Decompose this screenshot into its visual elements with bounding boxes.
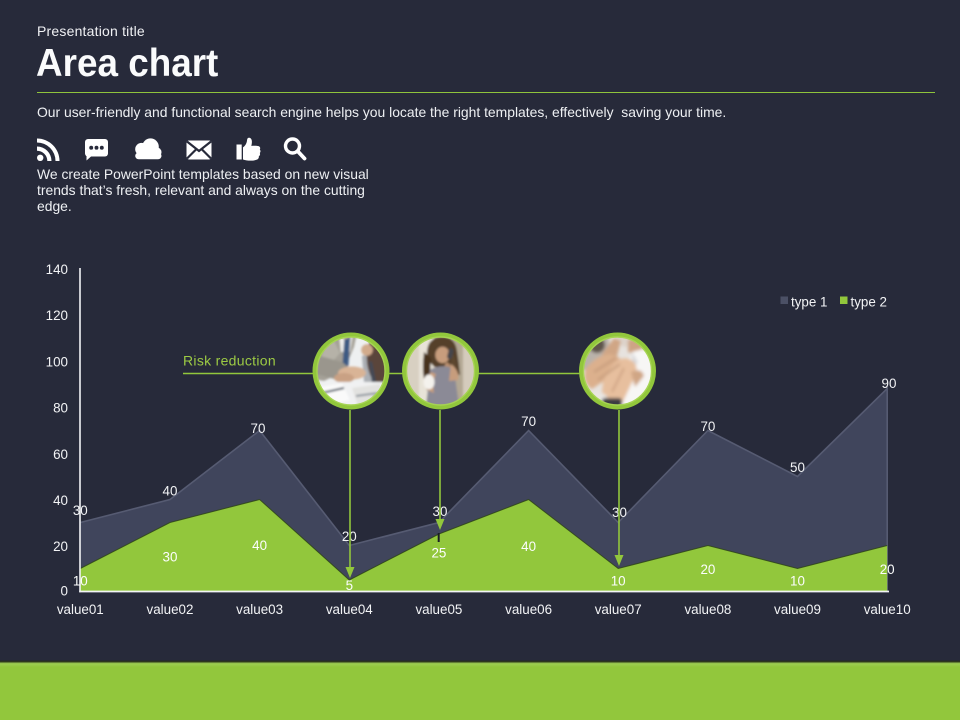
svg-text:value01: value01 [57,602,104,617]
svg-text:value05: value05 [415,602,462,617]
svg-text:90: 90 [882,376,897,391]
svg-text:10: 10 [73,574,88,589]
svg-text:40: 40 [521,539,536,554]
svg-text:60: 60 [53,447,68,462]
svg-text:30: 30 [73,503,88,518]
svg-text:value02: value02 [147,602,194,617]
svg-text:40: 40 [163,484,178,499]
svg-text:25: 25 [431,546,446,561]
svg-text:10: 10 [611,574,626,589]
svg-text:Risk reduction: Risk reduction [183,353,276,369]
svg-text:value06: value06 [505,602,552,617]
svg-text:80: 80 [53,401,68,416]
svg-text:value10: value10 [864,602,911,617]
svg-text:10: 10 [790,574,805,589]
svg-text:20: 20 [700,562,715,577]
svg-text:20: 20 [53,539,68,554]
svg-text:value08: value08 [684,602,731,617]
svg-text:value09: value09 [774,602,821,617]
svg-text:70: 70 [251,421,266,436]
svg-text:140: 140 [46,262,68,277]
svg-text:type 1: type 1 [791,295,827,310]
svg-text:20: 20 [880,562,895,577]
svg-text:0: 0 [61,584,68,599]
svg-text:40: 40 [53,493,68,508]
svg-text:value04: value04 [326,602,373,617]
svg-text:30: 30 [163,550,178,565]
svg-text:100: 100 [46,354,68,369]
svg-text:70: 70 [521,414,536,429]
svg-text:type 2: type 2 [851,295,887,310]
svg-text:5: 5 [346,578,353,593]
svg-text:40: 40 [252,538,267,553]
svg-text:120: 120 [46,308,68,323]
svg-text:50: 50 [790,460,805,475]
svg-text:value07: value07 [595,602,642,617]
svg-text:70: 70 [700,419,715,434]
svg-text:value03: value03 [236,602,283,617]
